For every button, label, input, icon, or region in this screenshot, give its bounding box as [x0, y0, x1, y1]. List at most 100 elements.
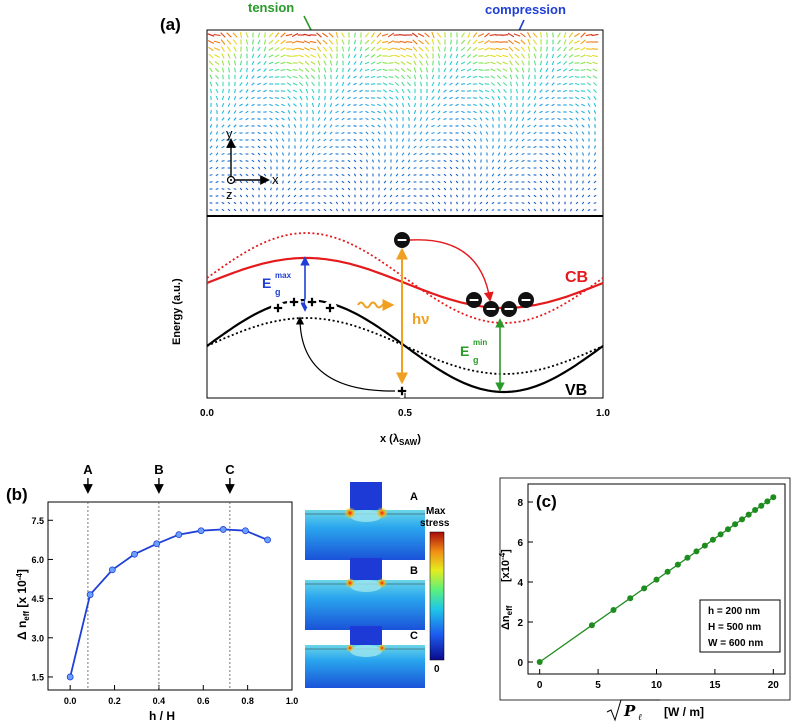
field-vector — [582, 159, 584, 163]
field-vector — [226, 32, 232, 38]
field-vector — [485, 138, 489, 142]
field-vector — [407, 102, 411, 108]
field-vector — [551, 118, 555, 120]
field-vector — [257, 46, 261, 52]
field-vector — [539, 173, 543, 177]
field-vector — [233, 201, 237, 205]
field-vector — [395, 187, 399, 191]
field-vector — [257, 68, 261, 72]
field-vector — [405, 47, 413, 51]
field-vector — [557, 117, 561, 121]
field-vector — [317, 67, 321, 73]
field-vector — [226, 39, 232, 45]
field-vector — [370, 68, 376, 72]
field-vector — [419, 74, 423, 80]
field-vector — [395, 209, 399, 211]
field-vector — [317, 124, 321, 128]
field-vector — [587, 117, 591, 121]
field-vector — [419, 195, 423, 197]
field-vector — [335, 117, 339, 121]
field-vector — [257, 166, 261, 170]
field-vector — [287, 187, 291, 191]
stress-map-label: C — [410, 630, 418, 642]
field-vector — [449, 180, 453, 184]
field-vector — [239, 180, 243, 184]
field-vector — [527, 103, 531, 107]
field-vector — [227, 153, 231, 155]
field-vector — [545, 145, 549, 149]
b-x-tick-label: 0.6 — [197, 696, 210, 706]
field-vector — [425, 145, 429, 149]
field-vector — [317, 167, 321, 169]
field-vector — [545, 187, 549, 191]
field-vector — [233, 60, 237, 66]
field-vector — [269, 117, 273, 121]
field-vector — [460, 61, 466, 65]
field-vector — [377, 201, 381, 205]
field-vector — [515, 81, 519, 87]
panel-c-xlabel: P ℓ [W / m] — [606, 699, 704, 723]
field-vector — [413, 208, 417, 212]
field-vector — [539, 153, 543, 155]
field-vector — [299, 95, 303, 101]
field-vector — [515, 145, 519, 149]
field-vector — [371, 124, 375, 128]
field-vector — [521, 152, 525, 156]
field-vector — [443, 118, 447, 120]
field-vector — [497, 159, 501, 163]
field-vector — [239, 103, 243, 107]
field-vector — [503, 152, 507, 156]
field-vector — [370, 75, 376, 79]
field-vector — [336, 39, 338, 45]
field-vector — [305, 95, 309, 101]
field-vector — [370, 46, 376, 52]
field-vector — [287, 96, 291, 100]
field-vector — [473, 208, 477, 212]
field-vector — [376, 68, 382, 72]
field-vector — [551, 153, 555, 155]
field-vector — [233, 103, 237, 107]
field-vector — [407, 159, 411, 163]
stress-spot-centre — [350, 580, 382, 592]
field-vector — [557, 159, 561, 163]
field-vector — [527, 88, 531, 94]
field-vector — [221, 67, 225, 73]
stress-spot-centre — [350, 645, 382, 657]
band-x-label: x (λSAW) — [380, 433, 421, 447]
field-vector — [286, 55, 292, 57]
field-vector — [467, 117, 471, 121]
field-vector — [268, 32, 274, 38]
c-data-point — [610, 607, 617, 613]
field-vector — [581, 208, 585, 212]
field-vector — [586, 82, 592, 86]
field-vector — [444, 46, 446, 52]
field-vector — [484, 39, 490, 45]
vb-dotted-curve — [206, 317, 604, 375]
field-vector — [359, 166, 363, 170]
field-vector — [341, 46, 345, 52]
field-vector — [222, 88, 224, 94]
field-vector — [221, 152, 225, 156]
field-vector — [269, 124, 273, 128]
field-vector — [263, 187, 267, 191]
field-vector — [251, 159, 255, 163]
field-vector — [341, 110, 345, 114]
field-vector — [297, 47, 305, 51]
field-vector — [263, 75, 267, 79]
field-vector — [353, 82, 357, 86]
field-vector — [437, 89, 441, 93]
field-vector — [287, 194, 291, 198]
field-vector — [431, 117, 435, 121]
field-vector — [213, 40, 221, 44]
field-vector — [359, 111, 363, 113]
field-vector — [311, 102, 315, 108]
vb-label: VB — [565, 382, 587, 399]
field-vector — [269, 201, 273, 205]
field-vector — [509, 202, 513, 204]
field-vector — [467, 32, 471, 38]
field-vector — [401, 188, 405, 190]
stress-spot-right — [376, 507, 388, 519]
field-vector — [507, 32, 515, 38]
field-vector — [431, 81, 435, 87]
field-vector — [431, 74, 435, 80]
